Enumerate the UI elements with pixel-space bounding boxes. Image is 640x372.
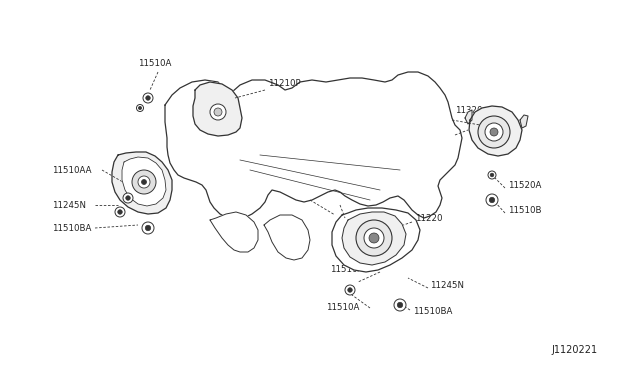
- Circle shape: [146, 96, 150, 100]
- Text: 11510A: 11510A: [138, 59, 172, 68]
- Polygon shape: [342, 212, 406, 265]
- Polygon shape: [165, 72, 462, 220]
- Circle shape: [490, 173, 494, 177]
- Circle shape: [118, 210, 122, 214]
- Circle shape: [478, 116, 510, 148]
- Circle shape: [394, 299, 406, 311]
- Circle shape: [142, 222, 154, 234]
- Polygon shape: [193, 82, 242, 136]
- Polygon shape: [520, 115, 528, 128]
- Text: J1120221: J1120221: [552, 345, 598, 355]
- Circle shape: [348, 288, 352, 292]
- Text: 11510B: 11510B: [508, 205, 541, 215]
- Circle shape: [136, 105, 143, 112]
- Polygon shape: [264, 215, 310, 260]
- Text: 11510BA: 11510BA: [413, 308, 452, 317]
- Circle shape: [364, 228, 384, 248]
- Circle shape: [145, 225, 150, 231]
- Text: 11510AA: 11510AA: [330, 266, 369, 275]
- Circle shape: [485, 123, 503, 141]
- Circle shape: [345, 285, 355, 295]
- Polygon shape: [210, 212, 258, 252]
- Polygon shape: [465, 110, 472, 124]
- Circle shape: [132, 170, 156, 194]
- Text: 11245N: 11245N: [52, 201, 86, 209]
- Polygon shape: [469, 106, 522, 156]
- Circle shape: [143, 93, 153, 103]
- Circle shape: [397, 302, 403, 308]
- Text: 11245N: 11245N: [430, 280, 464, 289]
- Text: 11210P: 11210P: [268, 79, 301, 88]
- Circle shape: [141, 180, 147, 185]
- Circle shape: [356, 220, 392, 256]
- Text: 11510A: 11510A: [326, 304, 360, 312]
- Text: 11520A: 11520A: [508, 180, 541, 189]
- Circle shape: [210, 104, 226, 120]
- Circle shape: [490, 128, 498, 136]
- Circle shape: [490, 197, 495, 203]
- Circle shape: [486, 194, 498, 206]
- Circle shape: [125, 196, 131, 200]
- Circle shape: [138, 176, 150, 188]
- Polygon shape: [332, 208, 420, 272]
- Circle shape: [488, 171, 496, 179]
- Text: 11320: 11320: [455, 106, 483, 115]
- Circle shape: [123, 193, 133, 203]
- Polygon shape: [112, 152, 172, 214]
- Circle shape: [115, 207, 125, 217]
- Text: 11510BA: 11510BA: [52, 224, 92, 232]
- Circle shape: [369, 233, 379, 243]
- Circle shape: [214, 108, 222, 116]
- Circle shape: [138, 106, 141, 110]
- Text: 11510AA: 11510AA: [52, 166, 92, 174]
- Text: 11220: 11220: [415, 214, 442, 222]
- Polygon shape: [122, 157, 166, 206]
